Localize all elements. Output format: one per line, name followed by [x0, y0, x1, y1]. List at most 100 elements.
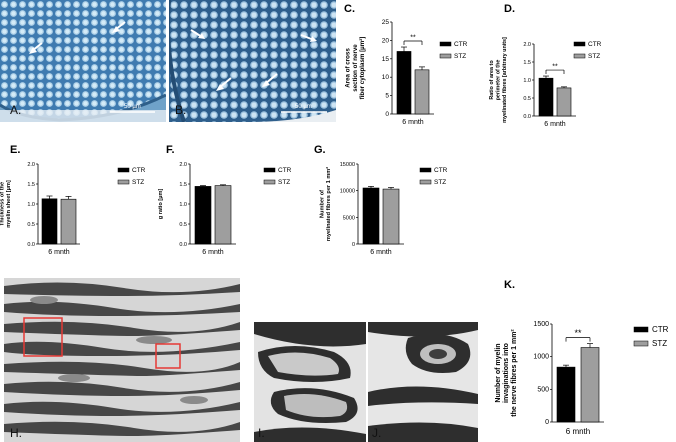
- y-tick-label: 0.0: [179, 242, 187, 248]
- bar-stz: [60, 198, 77, 245]
- legend-label-ctr: CTR: [278, 167, 292, 174]
- micrograph-j: J.: [368, 322, 478, 442]
- y-tick-label: 0: [545, 419, 549, 426]
- chart-svg: C. 0 5 10 15 20 25 Area of cross section of nerv…: [344, 3, 468, 126]
- panel-letter-b: B.: [175, 103, 187, 117]
- x-category-label: 6 mnth: [370, 249, 392, 256]
- chart-f: F. 0.0 0.5 1.0 1.5 2.0 g ratio [µm] 6 mnth CTR ST…: [158, 140, 310, 276]
- bar-ctr: [556, 366, 576, 423]
- legend-label-ctr: CTR: [588, 41, 602, 48]
- panel-letter-j: J.: [372, 426, 382, 440]
- legend-swatch-ctr: [633, 326, 649, 333]
- panel-letter: F.: [166, 144, 175, 156]
- legend-swatch-stz: [573, 53, 586, 59]
- bar-stz: [382, 188, 400, 245]
- legend-label-stz: STZ: [454, 53, 466, 60]
- y-tick-label: 1.0: [179, 202, 187, 208]
- scale-bar-label: 50 µm: [124, 104, 141, 110]
- legend-swatch-stz: [419, 179, 432, 185]
- chart-svg: D. 0.0 0.5 1.0 1.5 2.0 Ratio of area to perimet…: [489, 3, 602, 128]
- y-tick-label: 1.0: [27, 202, 35, 208]
- legend-swatch-stz: [633, 340, 649, 347]
- panel-letter-a: A.: [10, 103, 22, 117]
- chart-e: E. 0.0 0.5 1.0 1.5 2.0 Thickness of the myelin …: [0, 140, 155, 276]
- y-axis-label: myelinated fibres [arbitrary units]: [502, 37, 508, 123]
- micrograph-b-image: [169, 0, 336, 122]
- bar-stz: [580, 347, 600, 423]
- micrograph-b: B. 50 µm: [169, 0, 336, 122]
- y-tick-label: 1500: [533, 321, 549, 328]
- y-axis-label: section of nerve: [352, 44, 359, 92]
- y-tick-label: 0.5: [27, 222, 35, 228]
- y-tick-label: 5: [385, 93, 389, 100]
- panel-letter: E.: [10, 144, 20, 156]
- y-axis-label: Number of myelin: [495, 343, 502, 402]
- significance-label: **: [552, 64, 558, 71]
- bar-ctr: [362, 187, 380, 245]
- bar-stz: [214, 185, 232, 245]
- panel-letter: C.: [344, 3, 355, 15]
- y-tick-label: 2.0: [179, 162, 187, 168]
- chart-d: D. 0.0 0.5 1.0 1.5 2.0 Ratio of area to perimet…: [489, 0, 676, 140]
- legend-swatch-ctr: [419, 167, 432, 173]
- y-axis-label: Thickness of the: [0, 182, 5, 226]
- bar-ctr: [41, 198, 58, 245]
- y-tick-label: 0.5: [179, 222, 187, 228]
- legend-label-stz: STZ: [588, 53, 600, 60]
- significance-label: **: [574, 328, 582, 338]
- y-axis-label: perimeter of the: [496, 60, 502, 101]
- legend-label-stz: STZ: [652, 339, 667, 348]
- bar-ctr: [194, 186, 212, 245]
- y-tick-label: 0: [385, 111, 389, 118]
- y-tick-label: 1.5: [27, 182, 35, 188]
- chart-svg: F. 0.0 0.5 1.0 1.5 2.0 g ratio [µm] 6 mnth CTR ST…: [158, 144, 292, 256]
- bar-ctr: [538, 77, 554, 117]
- y-axis-label: invaginations into: [503, 343, 510, 403]
- micrograph-i-image: [254, 322, 366, 442]
- y-axis-label: myelin sheet [µm]: [6, 180, 12, 228]
- panel-letter: G.: [314, 144, 326, 156]
- y-tick-label: 20: [382, 37, 390, 44]
- legend-swatch-stz: [439, 53, 452, 59]
- x-category-label: 6 mnth: [544, 121, 566, 128]
- y-tick-label: 0.0: [523, 114, 531, 120]
- y-axis-label: g ratio [µm]: [158, 189, 164, 220]
- micrograph-h-image: [4, 278, 240, 442]
- legend-swatch-ctr: [439, 41, 452, 47]
- legend-label-ctr: CTR: [454, 41, 468, 48]
- y-tick-label: 15: [382, 56, 390, 63]
- bar-stz: [414, 69, 430, 115]
- y-tick-label: 1.5: [523, 60, 531, 66]
- chart-g: G. 0 5000 10000 15000 Number of myelinated fib…: [310, 140, 470, 276]
- roi-box: [23, 317, 63, 357]
- panel-letter-i: I.: [258, 426, 265, 440]
- significance-label: **: [410, 35, 416, 42]
- x-category-label: 6 mnth: [202, 249, 224, 256]
- micrograph-h: H.: [4, 278, 240, 442]
- chart-svg: G. 0 5000 10000 15000 Number of myelinated fib…: [314, 144, 448, 256]
- micrograph-j-image: [368, 322, 478, 442]
- scale-bar-label: 50 µm: [295, 104, 312, 110]
- legend-label-ctr: CTR: [434, 167, 448, 174]
- y-axis-label: Number of: [319, 190, 325, 218]
- y-tick-label: 2.0: [27, 162, 35, 168]
- legend-swatch-stz: [117, 179, 130, 185]
- y-axis-label: fiber cytoplasm [µm²]: [359, 37, 366, 100]
- legend-swatch-ctr: [573, 41, 586, 47]
- panel-letter: K.: [504, 279, 515, 291]
- panel-letter: D.: [504, 3, 515, 15]
- chart-svg: E. 0.0 0.5 1.0 1.5 2.0 Thickness of the myelin …: [0, 144, 146, 256]
- legend-label-ctr: CTR: [132, 167, 146, 174]
- y-tick-label: 2.0: [523, 42, 531, 48]
- y-tick-label: 0.0: [27, 242, 35, 248]
- panel-letter-h: H.: [10, 426, 22, 440]
- y-tick-label: 10000: [340, 189, 355, 195]
- y-tick-label: 15000: [340, 162, 355, 168]
- legend-label-ctr: CTR: [652, 325, 669, 334]
- y-axis-label: myelinated fibres per 1 mm²: [325, 167, 332, 241]
- legend-swatch-ctr: [263, 167, 276, 173]
- y-tick-label: 1000: [533, 354, 549, 361]
- micrograph-i: I.: [254, 322, 366, 442]
- y-tick-label: 25: [382, 19, 390, 26]
- micrograph-a-image: [0, 0, 166, 122]
